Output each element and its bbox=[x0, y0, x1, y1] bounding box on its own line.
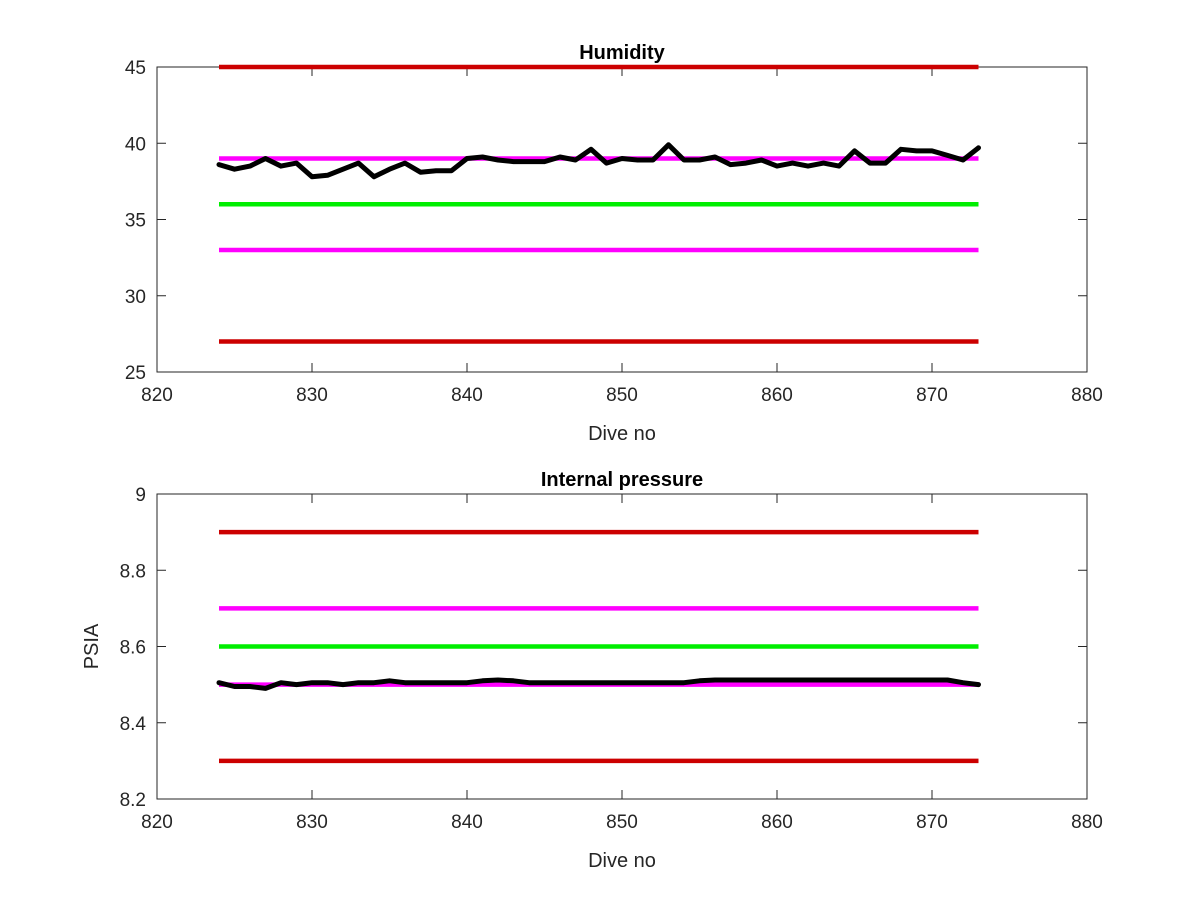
x-axis-label: Dive no bbox=[588, 850, 656, 872]
x-tick-label: 840 bbox=[451, 812, 483, 833]
x-tick-label: 860 bbox=[761, 812, 793, 833]
internal-pressure-chart: 820 830 840 850 860 870 880 8.2 8.4 8.6 8.8 9 Intern… bbox=[81, 469, 1103, 872]
x-tick-label: 880 bbox=[1071, 385, 1103, 406]
plot-area bbox=[156, 66, 1088, 373]
humidity-chart: 820 830 840 850 860 870 880 25 30 35 40 45 Humidity D… bbox=[125, 42, 1103, 445]
x-tick-label: 840 bbox=[451, 385, 483, 406]
measured-series-line bbox=[216, 142, 981, 180]
x-tick-label: 860 bbox=[761, 385, 793, 406]
x-tick-label: 870 bbox=[916, 812, 948, 833]
y-tick-label: 8.6 bbox=[120, 638, 146, 659]
measured-series-line bbox=[216, 677, 981, 691]
y-axis-label: PSIA bbox=[81, 623, 103, 669]
y-tick-label: 45 bbox=[125, 58, 146, 79]
x-tick-label: 830 bbox=[296, 385, 328, 406]
y-tick-label: 40 bbox=[125, 134, 146, 155]
x-tick-label: 850 bbox=[606, 385, 638, 406]
y-tick-label: 9 bbox=[135, 485, 146, 506]
chart-title: Internal pressure bbox=[541, 469, 703, 491]
y-tick-label: 8.4 bbox=[120, 714, 147, 735]
x-tick-label: 830 bbox=[296, 812, 328, 833]
x-axis-label: Dive no bbox=[588, 423, 656, 445]
y-tick-label: 30 bbox=[125, 287, 146, 308]
chart-title: Humidity bbox=[579, 42, 665, 64]
y-tick-label: 25 bbox=[125, 363, 146, 384]
y-tick-label: 35 bbox=[125, 211, 146, 232]
x-tick-label: 820 bbox=[141, 812, 173, 833]
x-tick-label: 870 bbox=[916, 385, 948, 406]
x-tick-label: 850 bbox=[606, 812, 638, 833]
y-tick-label: 8.2 bbox=[120, 790, 146, 811]
y-tick-label: 8.8 bbox=[120, 561, 146, 582]
x-tick-label: 880 bbox=[1071, 812, 1103, 833]
x-tick-label: 820 bbox=[141, 385, 173, 406]
